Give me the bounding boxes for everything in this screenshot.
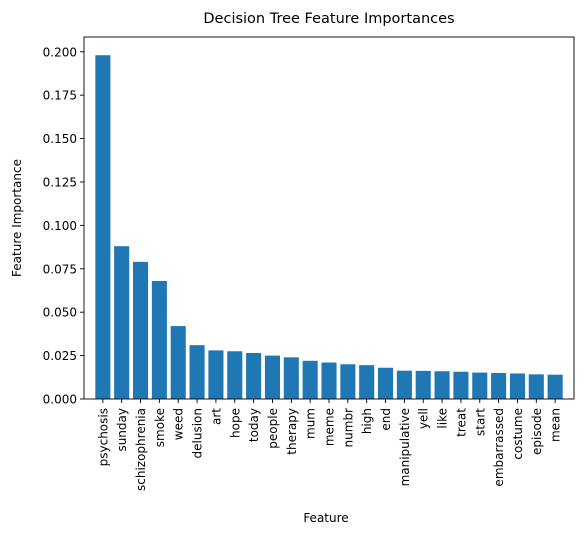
x-tick-label: hope — [228, 408, 242, 438]
y-tick-label: 0.050 — [43, 306, 77, 320]
plot-frame — [83, 36, 575, 400]
x-tick-label: smoke — [153, 408, 167, 447]
x-tick-label: manipulative — [398, 408, 412, 486]
x-tick-label: end — [379, 408, 393, 431]
bar-episode — [528, 374, 544, 399]
x-tick-label: therapy — [285, 408, 299, 455]
bar-yell — [415, 370, 431, 399]
x-tick-label: delusion — [191, 408, 205, 458]
x-tick-label: weed — [172, 408, 186, 440]
bar-art — [208, 350, 224, 399]
bar-mean — [547, 374, 563, 399]
x-tick-label: numbr — [341, 408, 355, 448]
x-tick-label: episode — [530, 408, 544, 455]
bar-numbr — [340, 364, 356, 399]
bar-end — [378, 367, 394, 399]
x-tick-label: art — [209, 408, 223, 425]
x-tick-label: mum — [304, 408, 318, 439]
bar-smoke — [151, 280, 167, 399]
y-tick-label: 0.200 — [43, 45, 77, 59]
x-tick-label: like — [436, 408, 450, 429]
x-tick-label: meme — [323, 408, 337, 446]
bar-start — [472, 372, 488, 399]
bar-today — [246, 352, 262, 399]
x-tick-label: psychosis — [96, 408, 110, 466]
y-tick-label: 0.150 — [43, 132, 77, 146]
y-tick-label: 0.175 — [43, 89, 77, 103]
x-tick-label: embarrassed — [492, 408, 506, 487]
bar-people — [264, 355, 280, 399]
bar-meme — [321, 362, 337, 399]
x-tick-label: start — [473, 408, 487, 436]
x-tick-label: high — [360, 408, 374, 434]
y-tick-label: 0.000 — [43, 393, 77, 407]
y-tick-label: 0.075 — [43, 262, 77, 276]
bar-mum — [302, 360, 318, 399]
x-axis: psychosis sunday schizophrenia smoke weed del… — [96, 399, 563, 491]
y-axis-label: Feature Importance — [10, 159, 24, 277]
bar-high — [359, 365, 375, 399]
x-tick-label: costume — [511, 408, 525, 460]
bar-sunday — [114, 246, 130, 399]
x-tick-label: schizophrenia — [134, 408, 148, 491]
x-tick-label: sunday — [115, 408, 129, 452]
bar-embarrassed — [491, 372, 507, 399]
bar-hope — [227, 351, 243, 399]
x-axis-label: Feature — [303, 511, 348, 525]
bar-treat — [453, 371, 469, 399]
bar-schizophrenia — [133, 261, 149, 399]
bar-weed — [170, 326, 186, 399]
bar-psychosis — [95, 55, 111, 399]
bar-therapy — [283, 357, 299, 399]
y-axis: 0.000 0.025 0.050 0.075 0.100 0.125 0.150 0.175… — [43, 45, 84, 407]
y-tick-label: 0.100 — [43, 219, 77, 233]
bar-manipulative — [396, 370, 412, 399]
chart-title: Decision Tree Feature Importances — [203, 11, 454, 27]
bar-costume — [509, 373, 525, 399]
x-tick-label: people — [266, 408, 280, 449]
x-tick-label: today — [247, 408, 261, 442]
y-tick-label: 0.125 — [43, 175, 77, 189]
x-tick-label: mean — [549, 408, 563, 442]
bar-delusion — [189, 345, 205, 399]
x-tick-label: treat — [454, 408, 468, 437]
bar-like — [434, 371, 450, 399]
y-tick-label: 0.025 — [43, 349, 77, 363]
bars — [95, 55, 563, 399]
x-tick-label: yell — [417, 408, 431, 429]
